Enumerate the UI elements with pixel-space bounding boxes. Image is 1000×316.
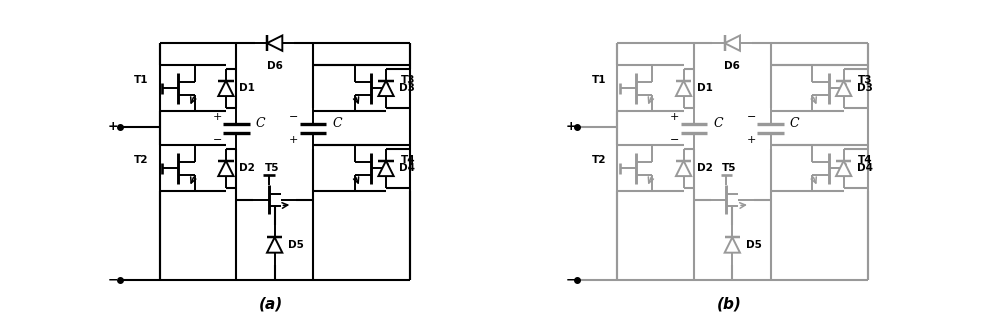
Text: D5: D5	[288, 240, 304, 250]
Text: T2: T2	[592, 155, 606, 165]
Text: +: +	[670, 112, 680, 122]
Text: T1: T1	[134, 75, 149, 85]
Text: D4: D4	[399, 163, 415, 173]
Text: D2: D2	[697, 163, 713, 173]
Text: T3: T3	[401, 75, 415, 85]
Text: C: C	[790, 117, 799, 130]
Polygon shape	[378, 81, 394, 96]
Text: D1: D1	[239, 83, 255, 94]
Text: −: −	[213, 135, 222, 144]
Text: −: −	[670, 135, 680, 144]
Text: +: +	[565, 120, 576, 133]
Text: −: −	[565, 273, 576, 286]
Text: +: +	[289, 135, 298, 144]
Polygon shape	[267, 237, 282, 253]
Text: T5: T5	[722, 163, 737, 173]
Text: D3: D3	[399, 83, 415, 94]
Polygon shape	[676, 161, 691, 176]
Text: D6: D6	[724, 61, 740, 70]
Polygon shape	[267, 35, 282, 51]
Polygon shape	[725, 237, 740, 253]
Text: D1: D1	[697, 83, 713, 94]
Text: C: C	[332, 117, 342, 130]
Text: D6: D6	[267, 61, 283, 70]
Text: −: −	[108, 273, 118, 286]
Text: D3: D3	[857, 83, 873, 94]
Polygon shape	[218, 81, 234, 96]
Text: T1: T1	[592, 75, 606, 85]
Text: D5: D5	[746, 240, 761, 250]
Text: T5: T5	[264, 163, 279, 173]
Polygon shape	[725, 35, 740, 51]
Polygon shape	[218, 161, 234, 176]
Text: +: +	[108, 120, 118, 133]
Text: T2: T2	[134, 155, 149, 165]
Text: +: +	[747, 135, 756, 144]
Text: C: C	[256, 117, 265, 130]
Text: +: +	[213, 112, 222, 122]
Polygon shape	[836, 161, 851, 176]
Text: C: C	[713, 117, 723, 130]
Text: −: −	[289, 112, 298, 122]
Polygon shape	[676, 81, 691, 96]
Text: −: −	[747, 112, 756, 122]
Text: T4: T4	[401, 155, 415, 165]
Polygon shape	[378, 161, 394, 176]
Polygon shape	[836, 81, 851, 96]
Text: D2: D2	[239, 163, 255, 173]
Text: T4: T4	[858, 155, 873, 165]
Text: D4: D4	[857, 163, 873, 173]
Text: (b): (b)	[716, 296, 741, 311]
Text: (a): (a)	[259, 296, 283, 311]
Text: T3: T3	[858, 75, 873, 85]
